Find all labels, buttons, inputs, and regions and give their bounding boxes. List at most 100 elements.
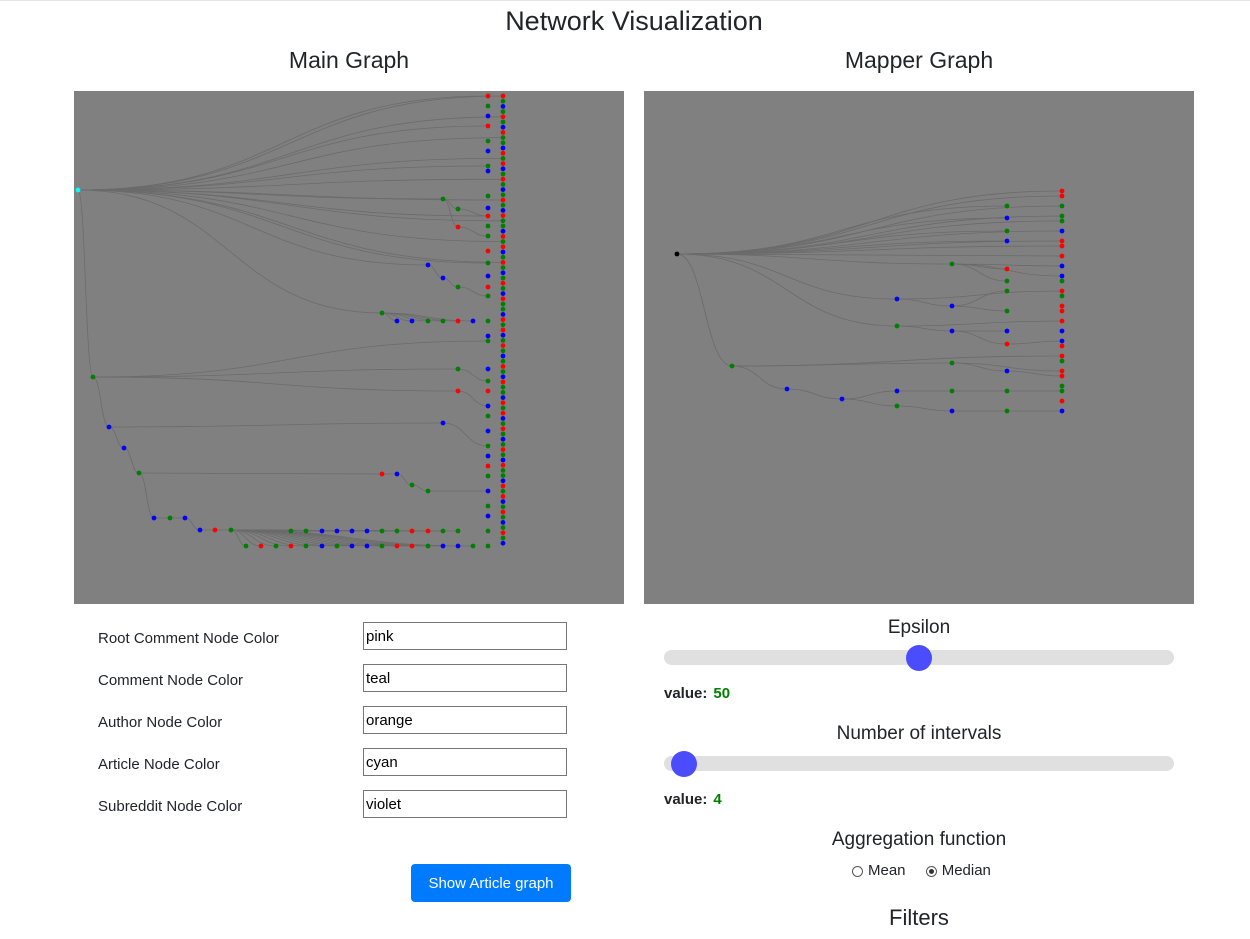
- aggregation-option-median[interactable]: Median: [926, 862, 991, 880]
- graph-node: [1060, 214, 1065, 219]
- edges: [677, 191, 1062, 411]
- graph-node: [486, 514, 491, 519]
- mapper-graph-svg[interactable]: [644, 91, 1194, 604]
- graph-node: [501, 364, 506, 369]
- graph-edge: [93, 377, 458, 391]
- intervals-slider-thumb[interactable]: [671, 751, 697, 777]
- graph-node: [501, 296, 506, 301]
- graph-node: [501, 504, 506, 509]
- graph-node: [486, 474, 491, 479]
- graph-edge: [185, 518, 200, 530]
- graph-node: [456, 225, 461, 230]
- epsilon-value-label: value:: [664, 685, 707, 702]
- graph-node: [1060, 264, 1065, 269]
- graph-node: [380, 472, 385, 477]
- filters-heading: Filters: [644, 904, 1194, 932]
- graph-node: [501, 442, 506, 447]
- graph-node: [1060, 194, 1065, 199]
- graph-edge: [458, 369, 488, 381]
- comment-color-input[interactable]: [363, 664, 567, 692]
- graph-edge: [139, 473, 382, 474]
- graph-node: [501, 146, 506, 151]
- graph-node: [1005, 309, 1010, 314]
- subreddit-color-input[interactable]: [363, 790, 567, 818]
- graph-node: [501, 99, 506, 104]
- graph-node: [501, 120, 506, 125]
- epsilon-slider-thumb[interactable]: [906, 645, 932, 671]
- graph-edge: [458, 287, 488, 296]
- graph-edge: [412, 485, 428, 491]
- graph-node: [501, 536, 506, 541]
- graph-node: [350, 529, 355, 534]
- graph-node: [486, 94, 491, 99]
- graph-node: [304, 544, 309, 549]
- graph-edge: [732, 366, 787, 389]
- graph-node: [501, 458, 506, 463]
- graph-node: [501, 182, 506, 187]
- graph-node: [486, 414, 491, 419]
- graph-edge: [443, 423, 488, 446]
- graph-node: [441, 421, 446, 426]
- graph-node: [426, 544, 431, 549]
- mapper-graph-canvas[interactable]: [644, 91, 1194, 604]
- root-comment-color-label: Root Comment Node Color: [98, 630, 279, 648]
- graph-node: [456, 319, 461, 324]
- graph-node: [410, 544, 415, 549]
- graph-edge: [443, 278, 458, 287]
- graph-node: [1005, 216, 1010, 221]
- graph-node: [950, 262, 955, 267]
- radio-mean-circle[interactable]: [852, 866, 863, 877]
- graph-edge: [897, 321, 1062, 326]
- graph-node: [456, 544, 461, 549]
- radio-median-circle[interactable]: [926, 866, 937, 877]
- graph-node: [501, 530, 506, 535]
- article-color-input[interactable]: [363, 748, 567, 776]
- graph-node: [501, 104, 506, 109]
- graph-node: [501, 525, 506, 530]
- graph-edge: [677, 218, 1007, 254]
- graph-node: [501, 166, 506, 171]
- main-graph-canvas[interactable]: [74, 91, 624, 604]
- main-graph-title: Main Graph: [74, 46, 624, 74]
- graph-edge: [139, 473, 154, 518]
- aggregation-radio-group: Mean Median: [852, 862, 1007, 882]
- graph-node: [486, 149, 491, 154]
- root-comment-color-row: Root Comment Node Color: [98, 630, 568, 660]
- graph-node: [410, 319, 415, 324]
- main-graph-svg[interactable]: [74, 91, 624, 604]
- graph-node: [675, 252, 680, 257]
- intervals-slider[interactable]: [664, 756, 1174, 771]
- graph-node: [1060, 344, 1065, 349]
- author-color-input[interactable]: [363, 706, 567, 734]
- mapper-graph-title: Mapper Graph: [644, 46, 1194, 74]
- graph-edge: [677, 231, 1062, 254]
- show-article-graph-button[interactable]: Show Article graph: [411, 864, 571, 902]
- graph-node: [501, 447, 506, 452]
- graph-edge: [78, 138, 503, 190]
- epsilon-label: Epsilon: [644, 616, 1194, 640]
- aggregation-option-mean[interactable]: Mean: [852, 862, 906, 880]
- root-comment-color-input[interactable]: [363, 622, 567, 650]
- graph-edge: [78, 96, 503, 190]
- graph-node: [501, 369, 506, 374]
- graph-node: [1060, 289, 1065, 294]
- graph-node: [501, 172, 506, 177]
- graph-node: [1060, 294, 1065, 299]
- graph-node: [501, 400, 506, 405]
- graph-node: [501, 224, 506, 229]
- graph-node: [950, 409, 955, 414]
- graph-node: [1060, 219, 1065, 224]
- graph-node: [320, 529, 325, 534]
- graph-node: [501, 437, 506, 442]
- graph-node: [501, 317, 506, 322]
- epsilon-slider[interactable]: [664, 650, 1174, 665]
- aggregation-option-median-label: Median: [942, 862, 991, 880]
- graph-node: [501, 187, 506, 192]
- graph-node: [501, 229, 506, 234]
- graph-node: [501, 130, 506, 135]
- graph-node: [501, 213, 506, 218]
- graph-node: [501, 281, 506, 286]
- graph-edge: [93, 341, 488, 377]
- graph-node: [486, 444, 491, 449]
- graph-node: [486, 404, 491, 409]
